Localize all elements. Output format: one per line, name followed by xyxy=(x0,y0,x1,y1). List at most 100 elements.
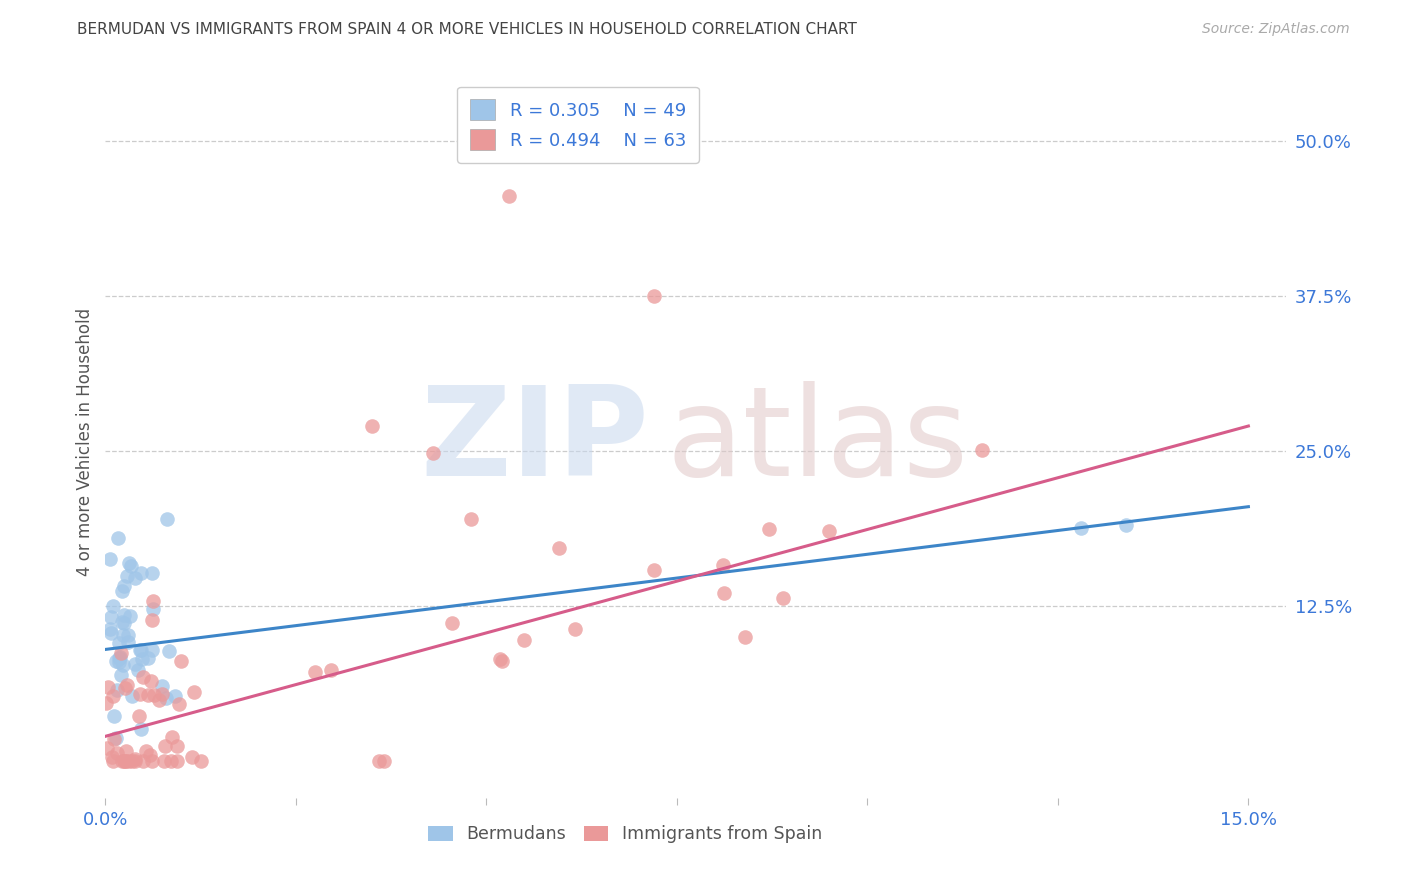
Point xyxy=(103,709,125,723)
Point xyxy=(111,628,134,642)
Point xyxy=(131,652,153,666)
Point xyxy=(159,754,181,768)
Point xyxy=(114,681,136,695)
Point xyxy=(118,608,141,623)
Point xyxy=(143,688,166,702)
Y-axis label: 4 or more Vehicles in Household: 4 or more Vehicles in Household xyxy=(76,308,94,575)
Point xyxy=(422,446,444,460)
Point xyxy=(124,754,146,768)
Point xyxy=(160,730,183,744)
Point xyxy=(117,754,139,768)
Point xyxy=(148,693,170,707)
Point xyxy=(129,642,152,657)
Text: atlas: atlas xyxy=(666,381,969,502)
Point xyxy=(97,680,120,694)
Point xyxy=(100,626,122,640)
Point xyxy=(107,531,129,545)
Point xyxy=(101,754,124,768)
Point xyxy=(98,551,121,566)
Point xyxy=(190,754,212,768)
Point xyxy=(166,739,188,753)
Point xyxy=(120,559,142,574)
Point xyxy=(183,684,205,698)
Point xyxy=(112,616,135,631)
Point xyxy=(513,633,536,648)
Point xyxy=(128,709,150,723)
Point xyxy=(441,616,464,631)
Point xyxy=(103,731,125,746)
Point xyxy=(124,752,146,766)
Text: ZIP: ZIP xyxy=(420,381,648,502)
Point xyxy=(547,541,569,556)
Point xyxy=(129,722,152,736)
Point xyxy=(112,608,135,623)
Point xyxy=(153,739,176,753)
Point xyxy=(167,697,190,711)
Point xyxy=(970,442,993,457)
Point xyxy=(111,615,134,629)
Point xyxy=(711,558,734,573)
Point xyxy=(104,655,127,669)
Point xyxy=(114,754,136,768)
Point xyxy=(124,571,146,585)
Point xyxy=(734,630,756,644)
Point xyxy=(491,654,513,668)
Point xyxy=(152,754,174,768)
Point xyxy=(141,643,163,657)
Point xyxy=(128,687,150,701)
Point xyxy=(117,569,139,583)
Point xyxy=(118,556,141,570)
Point xyxy=(150,687,173,701)
Point xyxy=(111,754,134,768)
Point xyxy=(111,657,134,672)
Point xyxy=(142,594,165,608)
Point xyxy=(117,678,139,692)
Point xyxy=(373,754,395,768)
Point xyxy=(105,747,128,761)
Point xyxy=(129,566,152,580)
Point xyxy=(713,586,735,600)
Point xyxy=(124,657,146,671)
Point xyxy=(96,741,118,756)
Point xyxy=(111,584,134,599)
Point xyxy=(135,744,157,758)
Point xyxy=(155,691,177,706)
Point xyxy=(110,649,132,664)
Point xyxy=(319,664,342,678)
Point xyxy=(104,731,127,745)
Point xyxy=(139,673,162,688)
Point xyxy=(564,622,586,636)
Point xyxy=(643,289,665,303)
Point xyxy=(141,613,163,627)
Point xyxy=(141,754,163,768)
Point xyxy=(131,670,153,684)
Point xyxy=(112,754,135,768)
Point xyxy=(142,602,165,616)
Point xyxy=(112,579,135,593)
Point xyxy=(110,646,132,660)
Point xyxy=(758,522,780,536)
Legend: Bermudans, Immigrants from Spain: Bermudans, Immigrants from Spain xyxy=(422,819,830,850)
Point xyxy=(818,524,841,538)
Point xyxy=(361,419,384,434)
Point xyxy=(101,750,124,764)
Point xyxy=(304,665,326,679)
Point xyxy=(127,663,149,677)
Point xyxy=(107,650,129,665)
Point xyxy=(121,689,143,703)
Point xyxy=(107,682,129,697)
Point xyxy=(132,754,155,768)
Text: BERMUDAN VS IMMIGRANTS FROM SPAIN 4 OR MORE VEHICLES IN HOUSEHOLD CORRELATION CH: BERMUDAN VS IMMIGRANTS FROM SPAIN 4 OR M… xyxy=(77,22,858,37)
Point xyxy=(1070,521,1092,535)
Point xyxy=(115,754,138,768)
Point xyxy=(166,754,188,768)
Point xyxy=(110,668,132,682)
Text: Source: ZipAtlas.com: Source: ZipAtlas.com xyxy=(1202,22,1350,37)
Point xyxy=(181,750,204,764)
Point xyxy=(94,696,117,710)
Point xyxy=(163,690,186,704)
Point xyxy=(108,635,131,649)
Point xyxy=(121,754,143,768)
Point xyxy=(488,651,510,665)
Point xyxy=(136,688,159,702)
